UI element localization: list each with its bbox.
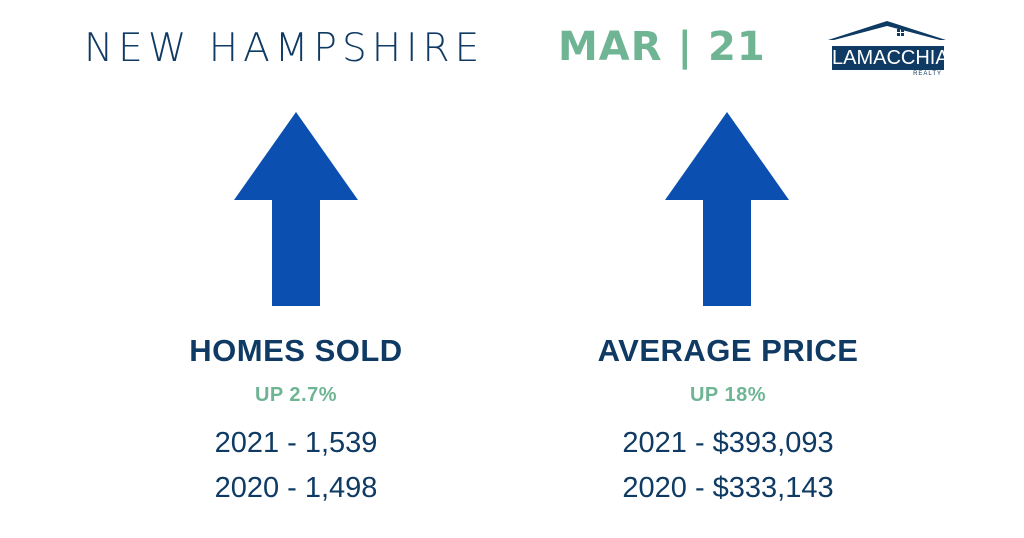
average-price-change: UP 18% [689,384,766,406]
average-price-title: AVERAGE PRICE [597,333,859,368]
up-arrow-icon [234,112,358,306]
house-roof-icon [828,21,946,40]
homes-sold-2020: 2020 - 1,498 [214,472,378,504]
state-title: NEW HAMPSHIRE [84,26,485,71]
average-price-2021: 2021 - $393,093 [622,427,834,459]
homes-sold-2021: 2021 - 1,539 [214,427,378,459]
date-title: MAR | 21 [558,24,766,70]
homes-sold-title: HOMES SOLD [189,333,403,368]
logo-subtitle: REALTY [913,71,942,77]
lamacchia-logo: LAMACCHIA REALTY [826,18,949,80]
up-arrow-icon [665,112,789,306]
homes-sold-change: UP 2.7% [254,384,338,406]
average-price-2020: 2020 - $333,143 [622,472,834,504]
logo-wordmark: LAMACCHIA [832,46,949,70]
